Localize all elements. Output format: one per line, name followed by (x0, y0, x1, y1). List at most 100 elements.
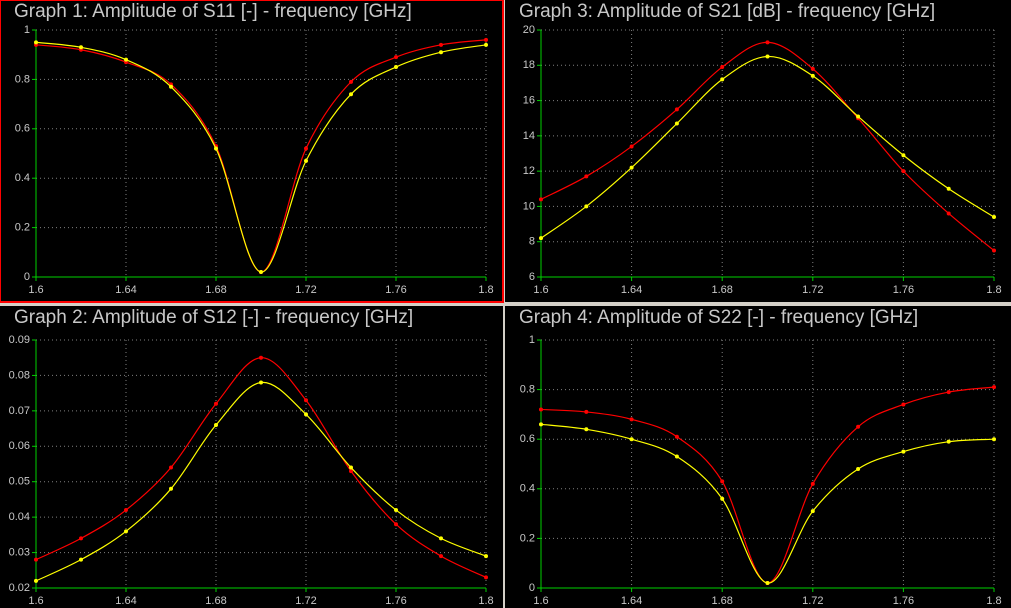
graph-panel[interactable]: Graph 4: Amplitude of S22 [-] - frequenc… (505, 306, 1011, 608)
point-marker (584, 204, 589, 209)
point-marker (34, 40, 38, 45)
point-marker (484, 42, 488, 47)
point-marker (629, 417, 634, 422)
x-tick-label: 1.6 (28, 284, 43, 296)
point-marker (349, 92, 353, 97)
point-marker (439, 554, 443, 559)
point-marker (765, 54, 770, 59)
point-marker (901, 153, 906, 158)
point-marker (439, 50, 443, 55)
point-marker (539, 422, 543, 427)
y-tick-label: 0.02 (9, 582, 30, 594)
y-tick-label: 1 (529, 334, 535, 346)
x-tick-label: 1.6 (28, 595, 43, 607)
x-tick-label: 1.76 (385, 284, 406, 296)
point-marker (214, 146, 218, 151)
x-tick-label: 1.72 (295, 284, 316, 296)
point-marker (901, 449, 906, 454)
y-tick-label: 20 (523, 24, 535, 36)
point-marker (304, 158, 308, 163)
point-marker (856, 466, 861, 471)
y-tick-label: 0.8 (15, 73, 30, 85)
x-tick-label: 1.76 (893, 595, 914, 607)
point-marker (79, 536, 83, 541)
y-tick-label: 0.8 (520, 384, 535, 396)
y-tick-label: 12 (523, 165, 535, 177)
point-marker (584, 409, 589, 414)
point-marker (674, 107, 679, 112)
point-marker (439, 536, 443, 541)
point-marker (901, 169, 906, 174)
point-marker (394, 55, 398, 60)
y-tick-label: 0 (529, 582, 535, 594)
point-marker (349, 465, 353, 470)
point-marker (629, 165, 634, 170)
graph-panel[interactable]: Graph 2: Amplitude of S12 [-] - frequenc… (0, 306, 503, 608)
y-tick-label: 10 (523, 200, 535, 212)
x-tick-label: 1.72 (802, 284, 823, 296)
y-tick-label: 0.4 (15, 172, 30, 184)
point-marker (946, 186, 951, 191)
panel-background (0, 0, 504, 303)
x-tick-label: 1.64 (115, 595, 136, 607)
point-marker (304, 146, 308, 151)
x-tick-label: 1.64 (621, 284, 642, 296)
point-marker (394, 65, 398, 70)
point-marker (79, 557, 83, 562)
y-tick-label: 6 (529, 271, 535, 283)
point-marker (584, 427, 589, 432)
point-marker (79, 45, 83, 50)
point-marker (484, 37, 488, 42)
point-marker (992, 385, 996, 390)
point-marker (34, 557, 38, 562)
x-tick-label: 1.68 (711, 595, 732, 607)
y-tick-label: 14 (523, 130, 535, 142)
y-tick-label: 0.6 (520, 433, 535, 445)
graph-title: Graph 4: Amplitude of S22 [-] - frequenc… (519, 307, 918, 328)
x-tick-label: 1.72 (802, 595, 823, 607)
y-tick-label: 0.07 (9, 405, 30, 417)
point-marker (349, 79, 353, 84)
y-tick-label: 8 (529, 236, 535, 248)
y-tick-label: 18 (523, 59, 535, 71)
point-marker (674, 121, 679, 126)
point-marker (720, 65, 725, 70)
x-tick-label: 1.8 (478, 284, 493, 296)
point-marker (992, 215, 996, 220)
point-marker (124, 57, 128, 62)
point-marker (992, 248, 996, 253)
y-tick-label: 0.4 (520, 483, 535, 495)
point-marker (674, 454, 679, 459)
point-marker (720, 496, 725, 501)
point-marker (539, 236, 543, 241)
point-marker (214, 401, 218, 406)
point-marker (484, 575, 488, 580)
point-marker (304, 398, 308, 403)
y-tick-label: 0.2 (15, 222, 30, 234)
point-marker (720, 479, 725, 484)
graph-title: Graph 1: Amplitude of S11 [-] - frequenc… (14, 1, 412, 22)
x-tick-label: 1.68 (205, 595, 226, 607)
point-marker (765, 581, 770, 586)
point-marker (765, 40, 770, 45)
point-marker (124, 508, 128, 513)
graph-panel[interactable]: Graph 3: Amplitude of S21 [dB] - frequen… (505, 0, 1011, 302)
point-marker (539, 407, 543, 412)
point-marker (169, 84, 173, 89)
y-tick-label: 0 (24, 271, 30, 283)
point-marker (169, 465, 173, 470)
point-marker (946, 390, 951, 395)
point-marker (484, 554, 488, 559)
y-tick-label: 0.2 (520, 532, 535, 544)
graph-panel[interactable]: Graph 1: Amplitude of S11 [-] - frequenc… (0, 0, 504, 303)
point-marker (810, 66, 815, 71)
point-marker (810, 509, 815, 514)
point-marker (629, 437, 634, 442)
point-marker (169, 486, 173, 491)
x-tick-label: 1.6 (533, 284, 548, 296)
x-tick-label: 1.72 (295, 595, 316, 607)
y-tick-label: 1 (24, 24, 30, 36)
point-marker (674, 434, 679, 439)
